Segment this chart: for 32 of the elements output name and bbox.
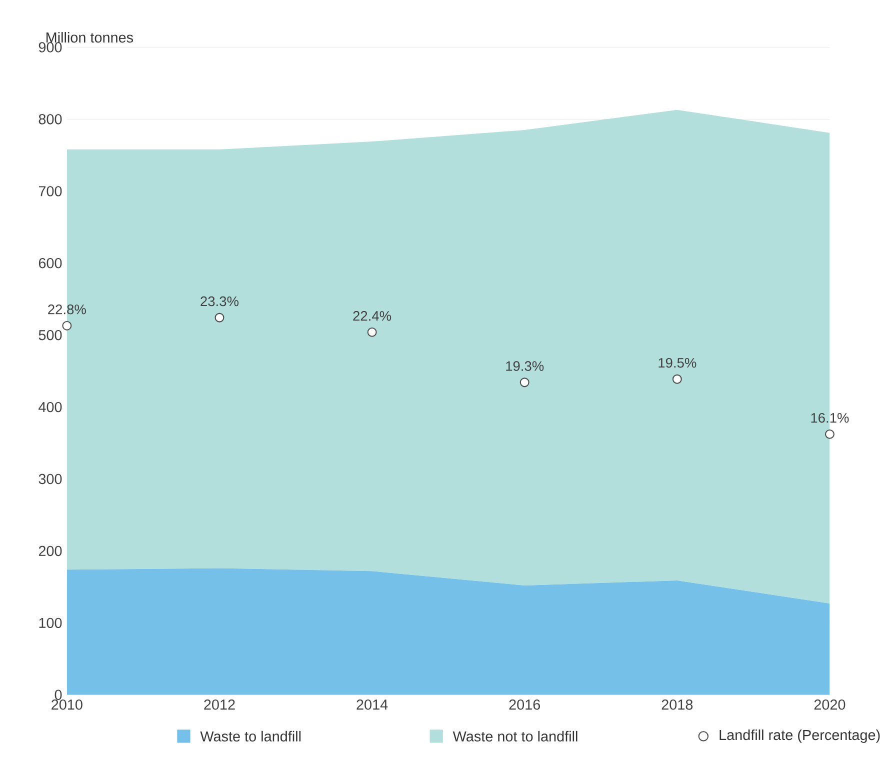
y-tick-label: 600 bbox=[38, 258, 62, 268]
data-label: 19.5% bbox=[658, 358, 696, 368]
x-tick-label: 2016 bbox=[509, 700, 540, 710]
data-label: 16.1% bbox=[811, 413, 849, 423]
y-tick-label: 200 bbox=[38, 546, 62, 556]
legend-label: Landfill rate (Percentage) bbox=[720, 730, 880, 744]
point bbox=[367, 328, 377, 338]
y-tick-label: 100 bbox=[39, 618, 62, 628]
y-tick-label: 400 bbox=[38, 402, 62, 412]
y-tick-label: 500 bbox=[38, 330, 62, 340]
point bbox=[672, 374, 682, 384]
x-tick-label: 2014 bbox=[356, 700, 388, 710]
data-label: 23.3% bbox=[200, 296, 239, 306]
data-label: 19.3% bbox=[506, 361, 544, 372]
point bbox=[520, 378, 530, 388]
data-label: 22.8% bbox=[48, 304, 86, 314]
x-tick-label: 2010 bbox=[52, 700, 82, 710]
x-tick-label: 2018 bbox=[662, 700, 693, 710]
data-label: 22.4% bbox=[353, 311, 392, 321]
y-axis-title: Million tonnes bbox=[46, 32, 134, 43]
point bbox=[214, 313, 224, 322]
legend-label: Waste to landfill bbox=[200, 731, 301, 742]
y-tick-label: 0 bbox=[54, 690, 62, 700]
legend-label: Waste not to landfill bbox=[452, 731, 578, 742]
y-tick-label: 800 bbox=[38, 114, 62, 124]
y-tick-label: 900 bbox=[38, 42, 62, 52]
y-tick-label: 300 bbox=[38, 474, 62, 484]
point bbox=[824, 430, 834, 440]
x-tick-label: 2012 bbox=[204, 700, 235, 710]
x-tick-label: 2020 bbox=[814, 700, 846, 710]
point bbox=[62, 321, 72, 331]
y-tick-label: 700 bbox=[38, 186, 62, 196]
